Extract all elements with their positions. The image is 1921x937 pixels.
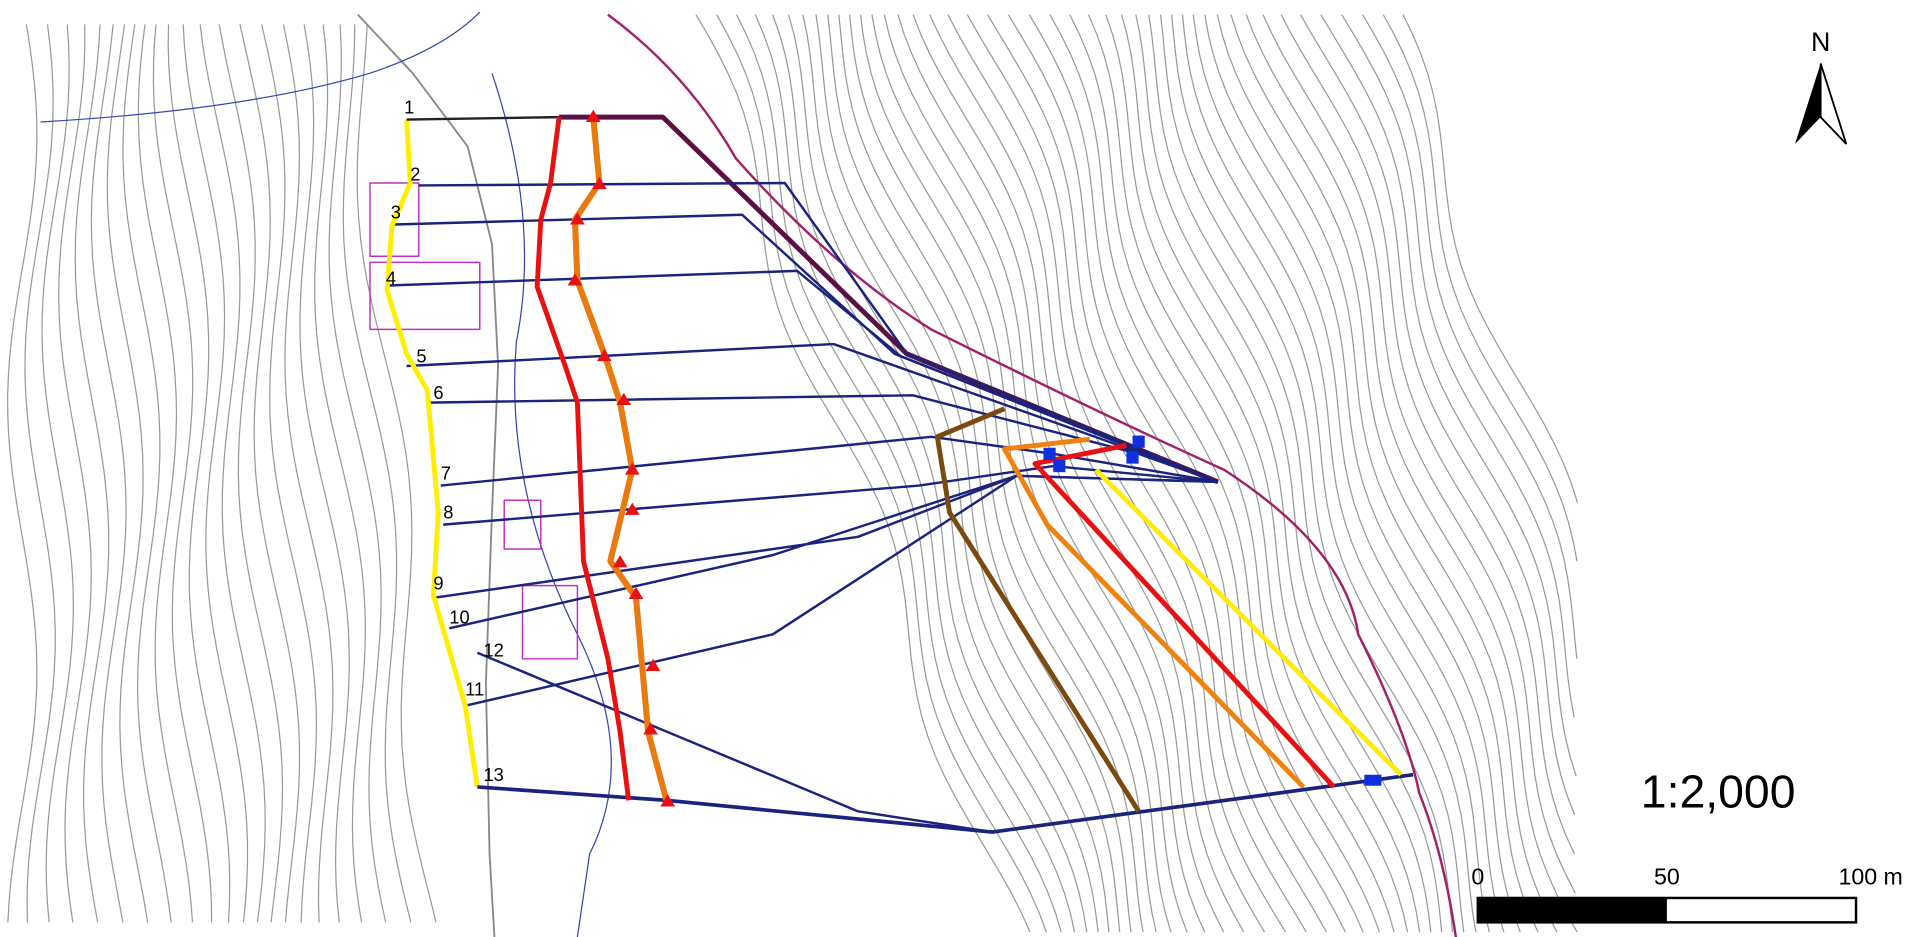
contour (122, 24, 172, 923)
contour (90, 24, 127, 923)
contour (1262, 14, 1576, 894)
contour (802, 14, 1110, 933)
red-line-right (1032, 442, 1336, 789)
contour (859, 14, 1172, 933)
contour (182, 24, 249, 923)
contour (1362, 14, 1578, 659)
contour (1159, 14, 1465, 933)
contour (912, 14, 1245, 933)
section-label: 6 (433, 382, 443, 403)
contour (1299, 14, 1576, 816)
contour (1181, 14, 1490, 933)
contour (342, 24, 412, 923)
scale-label: 0 (1471, 864, 1484, 890)
top-line (406, 115, 560, 121)
contour (1192, 14, 1505, 933)
contour (167, 24, 231, 923)
blue-points (1043, 435, 1382, 786)
contour (1007, 14, 1346, 933)
section-label: 11 (465, 678, 484, 699)
contour (1069, 14, 1395, 933)
contour (41, 24, 75, 923)
contour (1245, 14, 1578, 933)
alignment-yellow (384, 119, 480, 788)
contour (1341, 14, 1575, 718)
contour (1402, 14, 1579, 503)
contour (261, 24, 318, 923)
contour (199, 24, 266, 923)
contour (1320, 14, 1577, 777)
contour (356, 24, 437, 923)
contour (987, 14, 1327, 933)
section-label: 1 (404, 96, 414, 117)
contour (815, 14, 1121, 933)
bottom-line (477, 772, 1414, 834)
contour (1171, 14, 1477, 933)
features (40, 11, 1458, 937)
contour (152, 24, 213, 923)
road (357, 14, 500, 937)
contour (106, 24, 149, 923)
scale-ratio: 1:2,000 (1641, 766, 1796, 818)
section-label: 10 (449, 606, 469, 627)
section-label: 2 (410, 164, 420, 185)
yellow-line-right (1094, 467, 1403, 777)
section-label: 12 (483, 639, 503, 660)
section-label: 4 (386, 267, 396, 288)
section-label: 3 (391, 201, 401, 222)
contour (827, 14, 1132, 933)
contour (772, 14, 1088, 933)
contour (929, 14, 1266, 933)
markers (567, 109, 676, 807)
contour (74, 24, 110, 923)
contour (695, 14, 1031, 933)
contour (24, 24, 56, 923)
contour (137, 24, 194, 923)
contour (1105, 14, 1421, 933)
contour (735, 14, 1062, 933)
section-label: 5 (416, 345, 426, 366)
scale-label: 50 (1654, 864, 1680, 890)
section-label: 7 (441, 462, 451, 483)
contour (7, 24, 38, 923)
contour (897, 14, 1225, 933)
section-label: 13 (483, 764, 503, 785)
red-line (534, 116, 632, 801)
contour (282, 24, 334, 923)
contour (1216, 14, 1539, 933)
stream (40, 11, 612, 937)
contour (1382, 14, 1578, 562)
contour (1280, 14, 1575, 855)
north-label: N (1811, 27, 1830, 57)
section-lines (388, 181, 1219, 834)
contour (328, 24, 387, 923)
contours (7, 14, 1579, 933)
contour (218, 24, 284, 923)
contour (754, 14, 1076, 933)
section-label: 9 (433, 572, 443, 593)
orange-line-right (1001, 436, 1306, 789)
contour (58, 24, 92, 923)
parcel (369, 182, 579, 660)
brown-line (934, 406, 1141, 813)
contour (1087, 14, 1409, 933)
section-label: 8 (443, 502, 453, 523)
scale: 1:2,000 0 50 100 m (1471, 744, 1908, 928)
scale-label: 100 m (1838, 864, 1902, 890)
contour (871, 14, 1188, 933)
contour (1230, 14, 1558, 933)
section-labels: 1 2 3 4 5 6 7 8 9 10 11 12 13 (386, 96, 504, 784)
contour (239, 24, 301, 923)
boundary (607, 13, 1458, 937)
contour (314, 24, 366, 923)
north-arrow: N (1795, 27, 1848, 145)
contour (299, 24, 350, 923)
contour (1204, 14, 1521, 933)
contour (1148, 14, 1454, 933)
contour (716, 14, 1047, 933)
contour (947, 14, 1287, 933)
contour (1135, 14, 1443, 933)
